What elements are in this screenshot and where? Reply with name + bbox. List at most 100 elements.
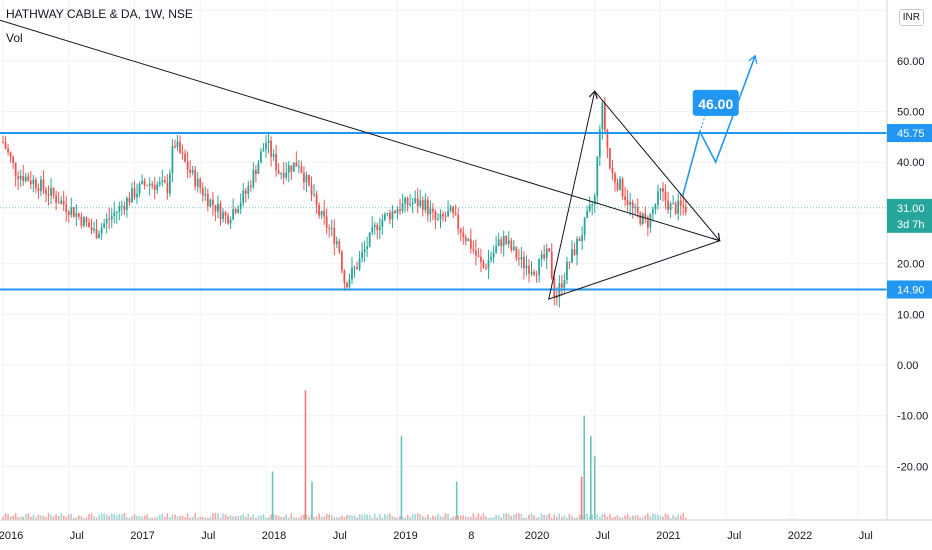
- volume-bar: [95, 517, 98, 520]
- candle-body: [389, 213, 391, 220]
- volume-bar: [100, 513, 103, 520]
- candle-body: [338, 241, 341, 252]
- candle-body: [143, 180, 146, 186]
- volume-bar: [325, 513, 328, 520]
- volume-bar: [363, 514, 366, 520]
- candle-body: [571, 249, 573, 263]
- candle-body: [434, 211, 437, 220]
- volume-bar: [161, 513, 164, 520]
- time-tick-label: 2020: [525, 530, 549, 542]
- candle-body: [128, 198, 131, 203]
- callout-leader: [699, 113, 707, 132]
- currency-badge[interactable]: INR: [898, 9, 924, 26]
- candle-body: [614, 173, 616, 183]
- volume-bar: [667, 514, 669, 520]
- volume-bar: [287, 517, 290, 520]
- volume-bar: [376, 517, 379, 520]
- volume-bar: [24, 514, 27, 520]
- volume-bar: [684, 517, 687, 520]
- candle-body: [348, 279, 351, 288]
- volume-bar: [315, 516, 318, 520]
- candle-body: [492, 252, 495, 258]
- candle-body: [189, 169, 192, 173]
- candle-body: [424, 199, 427, 210]
- volume-bar: [644, 515, 647, 520]
- candle-body: [568, 261, 571, 263]
- price-tick-label: 50.00: [897, 107, 925, 119]
- volume-bar: [305, 514, 308, 520]
- volume-bar: [343, 517, 346, 520]
- candle-body: [75, 213, 78, 217]
- candle-body: [538, 258, 541, 275]
- volume-bar: [657, 514, 659, 520]
- candle-body: [2, 141, 4, 143]
- volume-bar: [543, 515, 545, 520]
- candle-body: [83, 217, 85, 226]
- candle-body: [616, 182, 619, 190]
- volume-spike: [455, 481, 458, 520]
- candle-body: [14, 162, 17, 177]
- volume-bar: [338, 517, 341, 520]
- candle-body: [641, 213, 644, 225]
- volume-bar: [416, 513, 419, 520]
- volume-spike: [304, 390, 307, 520]
- candle-body: [679, 200, 682, 206]
- volume-bar: [328, 514, 331, 520]
- candle-body: [383, 214, 386, 220]
- time-tick-label: Jul: [333, 530, 347, 542]
- candle-body: [287, 165, 290, 173]
- candle-body: [657, 191, 659, 205]
- candle-body: [126, 198, 128, 210]
- volume-bar: [659, 515, 662, 520]
- volume-bar: [108, 515, 111, 520]
- candle-body: [201, 188, 204, 196]
- volume-bar: [447, 513, 449, 520]
- candle-body: [421, 200, 424, 210]
- candle-body: [4, 142, 7, 149]
- candle-body: [186, 161, 189, 170]
- candle-body: [340, 251, 343, 271]
- candle-body: [108, 218, 111, 220]
- volume-bar: [664, 513, 667, 520]
- volume-bar: [399, 515, 401, 520]
- candle-body: [626, 200, 629, 205]
- candle-body: [416, 198, 419, 207]
- volume-bar: [73, 517, 75, 520]
- candle-body: [211, 199, 214, 205]
- candle-body: [179, 141, 181, 153]
- volume-bar: [293, 517, 295, 520]
- volume-bar: [47, 513, 50, 520]
- candle-body: [242, 190, 245, 203]
- last-price-label: 31.00: [897, 203, 925, 215]
- volume-bar: [260, 515, 262, 520]
- volume-bar: [520, 514, 523, 520]
- candle-body: [487, 259, 490, 269]
- volume-bar: [128, 517, 131, 520]
- candle-body: [57, 202, 60, 204]
- candle-body: [305, 174, 308, 183]
- volume-bar: [133, 514, 136, 520]
- volume-bar: [371, 517, 374, 520]
- candle-body: [462, 232, 465, 238]
- candle-body: [103, 223, 106, 228]
- candle-body: [113, 212, 116, 217]
- volume-tick-label: -10.00: [897, 411, 928, 423]
- volume-bar: [30, 516, 32, 520]
- candle-body: [669, 203, 672, 210]
- candle-body: [280, 173, 283, 175]
- volume-bar: [492, 517, 495, 520]
- candle-body: [131, 188, 133, 203]
- volume-bar: [427, 514, 429, 520]
- volume-bar: [386, 514, 389, 520]
- volume-bar: [480, 516, 482, 520]
- volume-bar: [396, 517, 399, 520]
- candle-body: [593, 195, 596, 205]
- volume-bar: [70, 513, 73, 520]
- volume-bar: [576, 517, 578, 520]
- candle-body: [682, 205, 685, 208]
- candle-body: [249, 185, 252, 187]
- time-tick-label: 2019: [393, 530, 417, 542]
- candle-body: [381, 219, 384, 228]
- candle-body: [449, 206, 452, 211]
